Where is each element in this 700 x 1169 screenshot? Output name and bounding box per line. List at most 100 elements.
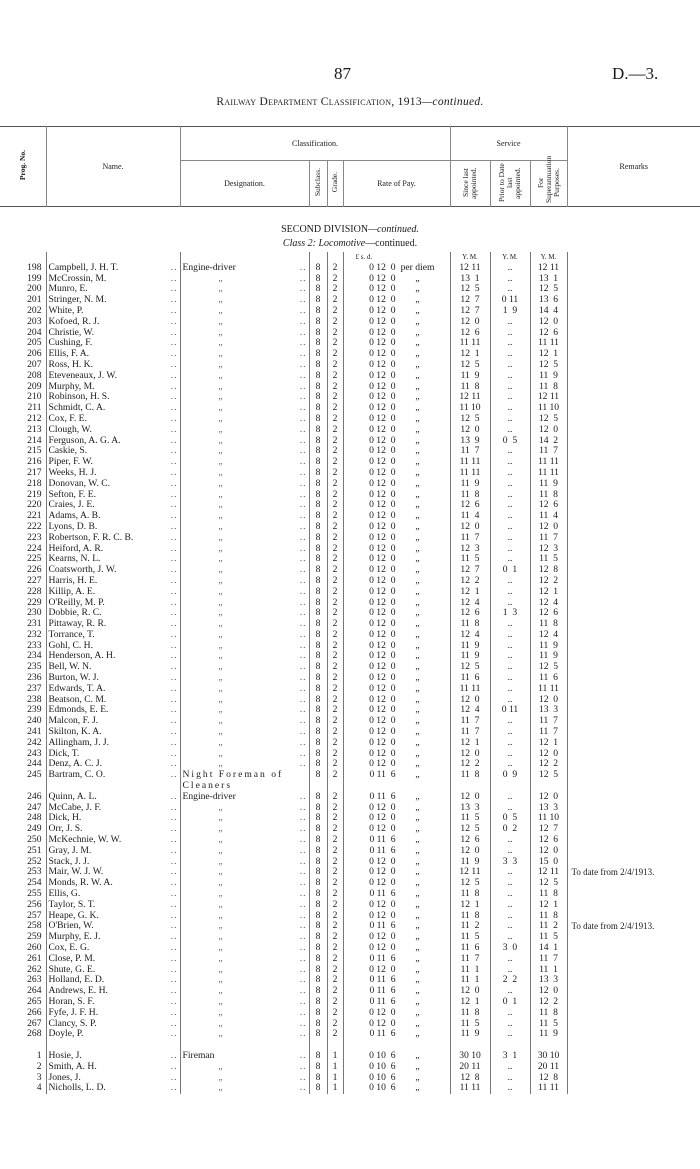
remarks xyxy=(566,824,700,836)
pay-amount: 0 11 6 xyxy=(369,835,396,846)
designation: „.. xyxy=(179,813,309,825)
name-text: Malcon, F. J. xyxy=(48,716,99,727)
designation-text: „ xyxy=(218,651,223,662)
designation-text: „ xyxy=(218,521,223,532)
remarks xyxy=(566,359,700,371)
prog-no: 212 xyxy=(27,413,42,424)
designation: „.. xyxy=(179,748,309,760)
service-since-last: 11 6 xyxy=(449,943,490,954)
prog-no: 247 xyxy=(27,802,42,813)
designation-text: „ xyxy=(218,694,223,705)
leader-dots: .. xyxy=(170,284,178,295)
rate-of-pay: 0 12 0 „ xyxy=(342,295,450,306)
prog-no: 204 xyxy=(27,327,42,338)
service-since-last: 12 0 xyxy=(449,521,490,533)
designation: „.. xyxy=(179,619,309,630)
employee-name: Pittaway, R. R... xyxy=(45,619,180,630)
name-text: Killip, A. E. xyxy=(48,586,96,597)
service-prior: .. xyxy=(489,1029,530,1041)
subclass: 8 xyxy=(308,543,327,555)
pay-amount: 0 12 0 xyxy=(369,597,396,608)
grade: 2 xyxy=(326,608,343,620)
leader-dots: .. xyxy=(170,608,178,619)
pay-unit: „ xyxy=(415,413,420,424)
service-since-last: 12 2 xyxy=(449,759,490,771)
remarks xyxy=(566,889,700,900)
remarks xyxy=(566,500,700,512)
service-superannuation: 11 7 xyxy=(529,532,567,544)
subclass: 8 xyxy=(308,1018,327,1030)
employee-name: Clancy, S. P... xyxy=(45,1018,180,1030)
designation-text: „ xyxy=(218,500,223,511)
pay-unit: „ xyxy=(415,651,420,662)
service-since-last: 11 8 xyxy=(449,1007,490,1019)
remarks xyxy=(566,305,700,317)
prog-no: 199 xyxy=(27,273,42,284)
service-since-last: 11 11 xyxy=(449,1083,490,1095)
pay-unit: „ xyxy=(415,996,420,1007)
leader-dots: .. xyxy=(299,511,307,522)
prog-no: 254 xyxy=(27,878,42,889)
table-row: 229 O'Reilly, M. P... „.. 8 2 0 12 0 „ 12 4.. 12… xyxy=(0,597,700,609)
designation: Fireman.. xyxy=(179,1050,309,1062)
pay-amount: 0 12 0 xyxy=(369,662,396,673)
grade: 2 xyxy=(326,284,343,296)
service-superannuation: 11 9 xyxy=(529,370,567,382)
service-superannuation: 12 0 xyxy=(529,845,567,857)
service-superannuation: 12 0 xyxy=(529,316,567,328)
leader-dots: .. xyxy=(170,370,178,381)
designation: „.. xyxy=(179,457,309,468)
rate-of-pay: 0 10 6 „ xyxy=(342,1061,450,1073)
remarks xyxy=(566,424,700,436)
service-prior: 0 1 xyxy=(489,996,530,1008)
grade: 2 xyxy=(326,619,343,630)
name-text: Torrance, T. xyxy=(48,629,95,640)
name-text: Dick, H. xyxy=(48,813,82,824)
pay-amount: 0 12 0 xyxy=(369,1018,396,1029)
service-since-last: 11 1 xyxy=(449,975,490,987)
employee-name: Lyons, D. B... xyxy=(45,521,180,533)
subclass: 8 xyxy=(308,986,327,997)
service-prior: .. xyxy=(489,921,530,933)
subclass: 8 xyxy=(308,424,327,436)
leader-dots: .. xyxy=(299,899,307,910)
grade: 2 xyxy=(326,435,343,447)
prog-no: 224 xyxy=(27,543,42,554)
grade: 2 xyxy=(326,359,343,371)
name-text: Dobbie, R. C. xyxy=(48,608,102,619)
prog-no: 231 xyxy=(27,619,42,630)
class-label: Class 2: Locomotive xyxy=(282,238,366,249)
pay-amount: 0 12 0 xyxy=(369,413,396,424)
grade: 2 xyxy=(326,932,343,943)
grade: 2 xyxy=(326,899,343,911)
pay-amount: 0 12 0 xyxy=(369,802,396,813)
service-prior: 0 5 xyxy=(489,435,530,447)
leader-dots: .. xyxy=(170,478,178,489)
table-row: 233 Gohl, C. H... „.. 8 2 0 12 0 „ 11 9.. 11 9 xyxy=(0,640,700,652)
rate-of-pay: 0 12 0 „ xyxy=(342,856,450,868)
table-row: 259 Murphy, E. J... „.. 8 2 0 12 0 „ 11 5.. 11 5 xyxy=(0,932,700,943)
designation: „.. xyxy=(179,889,309,900)
designation: „.. xyxy=(179,435,309,447)
remarks xyxy=(566,640,700,652)
remarks xyxy=(566,727,700,738)
leader-dots: .. xyxy=(170,910,178,921)
designation-text: „ xyxy=(218,381,223,392)
rate-of-pay: 0 12 0 „ xyxy=(342,662,450,674)
designation-text: „ xyxy=(218,975,223,986)
subclass: 8 xyxy=(308,565,327,576)
employee-name: McKechnie, W. W... xyxy=(45,835,180,846)
rate-of-pay: 0 12 0 „ xyxy=(342,716,450,728)
service-prior: .. xyxy=(489,932,530,943)
leader-dots: .. xyxy=(170,262,178,273)
leader-dots: .. xyxy=(299,651,307,662)
leader-dots: .. xyxy=(170,619,178,630)
service-prior: .. xyxy=(489,586,530,598)
designation: „.. xyxy=(179,370,309,382)
employee-name: Fyfe, J. F. H... xyxy=(45,1007,180,1019)
service-since-last: 12 7 xyxy=(449,565,490,576)
remarks xyxy=(566,489,700,501)
pay-amount: 0 12 0 xyxy=(369,284,396,295)
service-prior: 1 9 xyxy=(489,305,530,317)
